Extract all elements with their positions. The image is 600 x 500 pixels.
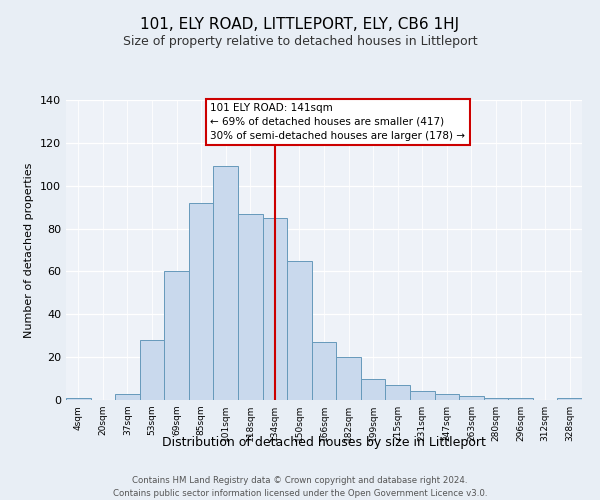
Text: Contains HM Land Registry data © Crown copyright and database right 2024.
Contai: Contains HM Land Registry data © Crown c… [113,476,487,498]
Bar [263,218,287,400]
Text: 101 ELY ROAD: 141sqm
← 69% of detached houses are smaller (417)
30% of semi-deta: 101 ELY ROAD: 141sqm ← 69% of detached h… [211,103,466,141]
Bar [385,385,410,400]
Bar [557,398,582,400]
Bar [140,340,164,400]
Text: 101, ELY ROAD, LITTLEPORT, ELY, CB6 1HJ: 101, ELY ROAD, LITTLEPORT, ELY, CB6 1HJ [140,18,460,32]
Bar [164,272,189,400]
Bar [434,394,459,400]
Bar [238,214,263,400]
Bar [410,392,434,400]
Text: Size of property relative to detached houses in Littleport: Size of property relative to detached ho… [122,35,478,48]
Bar [459,396,484,400]
Bar [115,394,140,400]
Bar [361,378,385,400]
Bar [508,398,533,400]
Y-axis label: Number of detached properties: Number of detached properties [25,162,34,338]
Text: Distribution of detached houses by size in Littleport: Distribution of detached houses by size … [162,436,486,449]
Bar [287,260,312,400]
Bar [189,203,214,400]
Bar [484,398,508,400]
Bar [336,357,361,400]
Bar [214,166,238,400]
Bar [312,342,336,400]
Bar [66,398,91,400]
